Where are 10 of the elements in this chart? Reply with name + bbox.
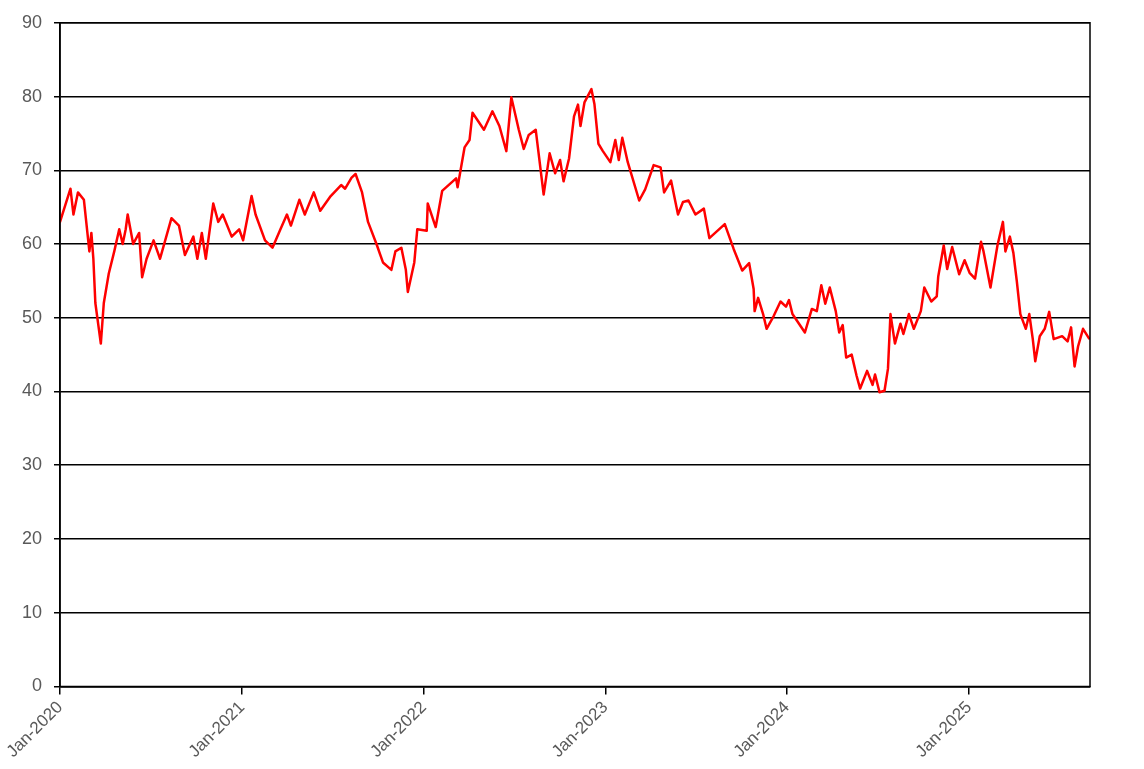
y-tick-label: 70 bbox=[21, 159, 43, 180]
y-tick-label: 60 bbox=[21, 232, 43, 253]
y-tick-label: 50 bbox=[21, 306, 43, 327]
y-tick-label: 10 bbox=[21, 601, 43, 622]
y-tick-label: 0 bbox=[32, 675, 43, 696]
y-tick-label: 40 bbox=[21, 380, 43, 401]
y-tick-label: 90 bbox=[21, 11, 43, 32]
y-tick-label: 80 bbox=[21, 85, 43, 106]
y-tick-label: 30 bbox=[21, 454, 43, 475]
y-tick-label: 20 bbox=[21, 527, 43, 548]
